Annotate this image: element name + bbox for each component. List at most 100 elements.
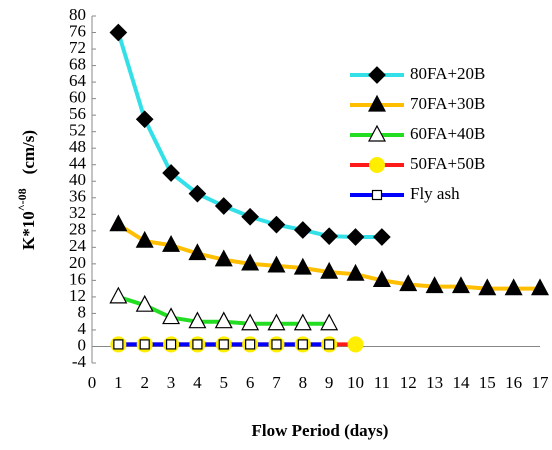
x-tick-label: 0 [88, 373, 97, 392]
x-tick-label: 6 [246, 373, 255, 392]
data-point [271, 339, 282, 350]
data-point [109, 214, 128, 232]
data-point [373, 228, 391, 246]
data-point [399, 274, 418, 292]
y-tick-label: 48 [69, 137, 86, 156]
data-point [346, 228, 365, 246]
x-tick-label: 3 [167, 373, 176, 392]
data-point [218, 339, 229, 350]
data-point [372, 270, 391, 287]
data-point [320, 313, 339, 331]
data-point [135, 230, 154, 248]
x-tick-label: 2 [140, 373, 149, 392]
data-point [188, 243, 207, 261]
data-point [109, 23, 128, 42]
x-tick-label: 5 [220, 373, 229, 392]
y-tick-label: 0 [78, 335, 87, 354]
legend-marker [368, 94, 386, 112]
data-point [188, 311, 207, 329]
data-point [241, 253, 260, 271]
y-tick-label: 4 [78, 319, 87, 338]
y-label-exponent: ^-08 [15, 188, 29, 211]
x-tick-label: 4 [193, 373, 202, 392]
legend-label: Fly ash [410, 184, 460, 203]
data-point [214, 197, 233, 215]
x-tick-label: 8 [299, 373, 308, 392]
y-tick-label: 24 [69, 236, 87, 255]
y-tick-label: 72 [69, 38, 86, 57]
y-tick-label: 36 [69, 187, 86, 206]
x-tick-label: 15 [479, 373, 496, 392]
y-tick-label: 68 [69, 54, 86, 73]
data-point [267, 313, 286, 331]
y-tick-label: 20 [69, 253, 86, 272]
x-tick-label: 11 [374, 373, 390, 392]
data-point [293, 221, 312, 239]
data-point [192, 339, 203, 350]
series-line [116, 31, 382, 240]
data-point [214, 249, 233, 267]
data-point [504, 278, 523, 296]
legend-marker [368, 124, 386, 142]
x-tick-label: 16 [505, 373, 522, 392]
data-point [241, 207, 259, 226]
data-point [135, 294, 154, 312]
x-tick-label: 9 [325, 373, 334, 392]
y-tick-label: 80 [69, 5, 86, 24]
x-tick-label: 14 [452, 373, 470, 392]
data-point [267, 255, 286, 273]
x-tick-label: 17 [532, 373, 550, 392]
data-point [109, 286, 128, 304]
y-label-base: K*10 [19, 211, 38, 250]
y-tick-label: 12 [69, 286, 86, 305]
y-label-unit: (cm/s) [19, 130, 38, 174]
y-axis-label: K*10^-08 (cm/s) [15, 130, 38, 250]
y-tick-label: 56 [69, 104, 86, 123]
x-tick-label: 12 [400, 373, 417, 392]
data-point [139, 339, 150, 350]
data-point [162, 307, 181, 325]
data-point [188, 184, 207, 203]
y-tick-label: -4 [72, 352, 87, 371]
x-axis-label: Flow Period (days) [252, 421, 389, 440]
legend-marker [369, 157, 385, 173]
x-tick-label: 7 [272, 373, 281, 392]
data-point [320, 227, 339, 246]
data-point [245, 339, 256, 350]
data-point [324, 339, 335, 350]
data-point [162, 164, 180, 182]
legend-label: 60FA+40B [410, 124, 485, 143]
data-point [135, 110, 154, 129]
y-tick-label: 44 [69, 154, 87, 173]
data-point [293, 313, 312, 331]
data-point [162, 234, 181, 252]
y-tick-label: 60 [69, 88, 86, 107]
data-point [425, 276, 444, 294]
y-tick-label: 76 [69, 21, 86, 40]
legend-label: 80FA+20B [410, 64, 485, 83]
data-point [113, 339, 124, 350]
y-tick-label: 32 [69, 203, 86, 222]
data-point [320, 261, 339, 279]
data-point [347, 336, 364, 353]
y-tick-label: 40 [69, 170, 86, 189]
legend-marker [368, 66, 386, 84]
y-tick-label: 16 [69, 269, 86, 288]
data-point [293, 257, 312, 275]
x-tick-label: 13 [426, 373, 443, 392]
x-tick-label: 10 [347, 373, 364, 392]
data-point [478, 278, 497, 296]
legend-marker [371, 189, 383, 201]
data-point [531, 278, 549, 296]
data-point [346, 263, 365, 281]
data-point [297, 339, 308, 350]
y-tick-label: 52 [69, 121, 86, 140]
y-tick-label: 28 [69, 220, 86, 239]
data-point [241, 313, 260, 331]
legend-label: 70FA+30B [410, 94, 485, 113]
data-point [451, 276, 470, 294]
x-tick-label: 1 [114, 373, 123, 392]
data-point [267, 215, 286, 234]
